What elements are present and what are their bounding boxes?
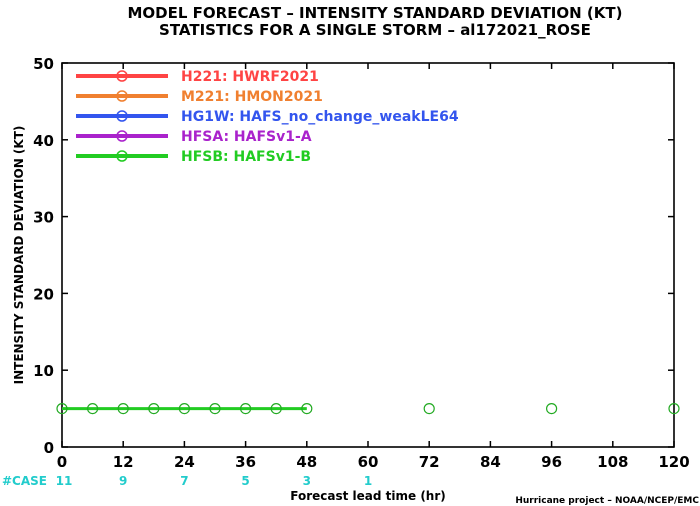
y-axis: 0 10 20 30 40 50 [33,55,674,457]
legend-label: HFSB: HAFSv1-B [181,149,311,165]
x-tick-label: 96 [541,453,562,471]
x-tick-label: 24 [174,453,195,471]
legend-marker [116,110,128,122]
y-tick-label: 30 [33,209,54,227]
case-row-label: #CASE [2,474,47,488]
legend: H221: HWRF2021 M221: HMON2021 HG1W: HAFS_n… [76,69,459,165]
y-tick-label: 40 [33,132,54,150]
x-tick-label: 72 [419,453,440,471]
x-tick-label: 36 [235,453,256,471]
series-layer [56,403,680,415]
data-point [178,403,190,415]
x-axis: 0 12 24 36 48 60 72 84 96 108 120 [57,63,690,471]
x-tick-label: 120 [658,453,689,471]
x-tick-label: 60 [358,453,379,471]
data-point [86,403,99,415]
data-point [270,403,282,415]
legend-label: HG1W: HAFS_no_change_weakLE64 [181,109,459,125]
x-tick-label: 84 [480,453,501,471]
y-tick-label: 50 [33,55,54,73]
data-point [148,403,160,415]
legend-label: H221: HWRF2021 [181,69,319,85]
data-point [209,403,221,415]
case-count: 3 [303,474,311,488]
x-axis-label: Forecast lead time (hr) [290,489,446,503]
case-count: 7 [180,474,188,488]
case-counts: 11 9 7 5 3 1 [56,474,373,488]
case-count: 5 [241,474,249,488]
legend-marker [116,130,128,142]
y-tick-label: 20 [33,285,54,303]
data-point-unconnected [423,403,435,415]
data-point-unconnected [668,403,680,415]
y-axis-label: INTENSITY STANDARD DEVIATION (KT) [12,126,26,385]
y-tick-label: 0 [44,439,54,457]
legend-marker [116,150,128,162]
legend-label: HFSA: HAFSv1-A [181,129,312,145]
case-count: 1 [364,474,372,488]
x-tick-label: 48 [296,453,317,471]
data-point [56,403,68,415]
legend-marker [116,70,128,82]
x-tick-label: 0 [57,453,67,471]
x-tick-label: 12 [113,453,134,471]
data-point [240,403,252,415]
data-point [117,403,129,415]
y-tick-label: 10 [33,362,54,380]
legend-label: M221: HMON2021 [181,89,323,105]
chart-title-line-1: MODEL FORECAST – INTENSITY STANDARD DEVI… [128,4,623,22]
data-point [301,403,313,415]
legend-marker [116,90,128,102]
x-tick-label: 108 [597,453,628,471]
case-count: 11 [56,474,73,488]
footer-credit: Hurricane project – NOAA/NCEP/EMC [515,496,699,506]
chart-title-line-2: STATISTICS FOR A SINGLE STORM – al172021… [159,21,591,39]
case-count: 9 [119,474,127,488]
data-point-unconnected [545,403,558,415]
